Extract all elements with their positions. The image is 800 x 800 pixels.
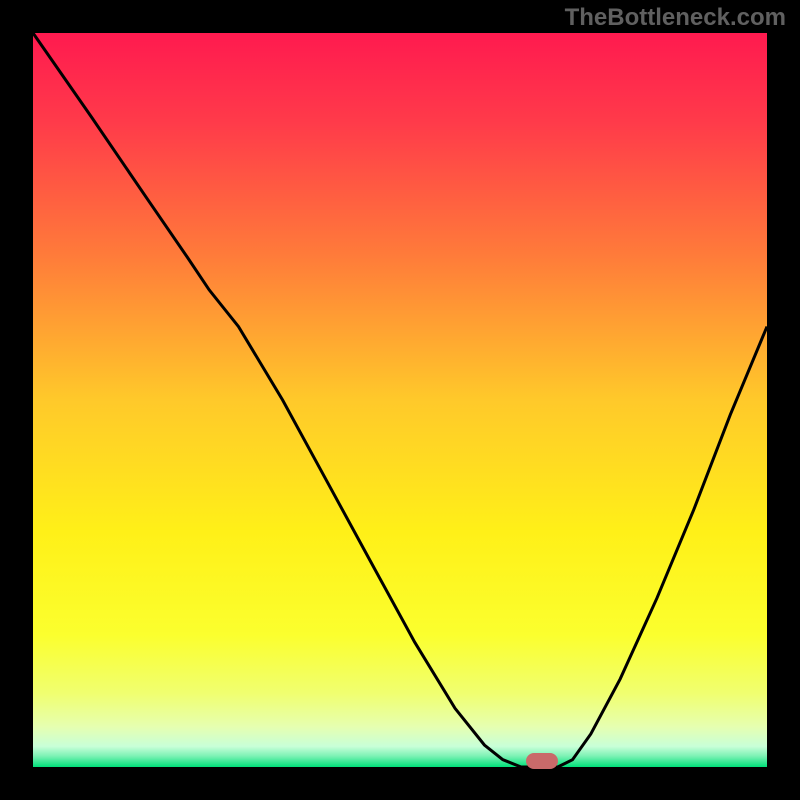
watermark-text: TheBottleneck.com <box>565 4 786 32</box>
chart-container: TheBottleneck.com <box>0 0 800 800</box>
chart-plot-area <box>33 33 767 767</box>
optimum-marker <box>526 753 558 769</box>
